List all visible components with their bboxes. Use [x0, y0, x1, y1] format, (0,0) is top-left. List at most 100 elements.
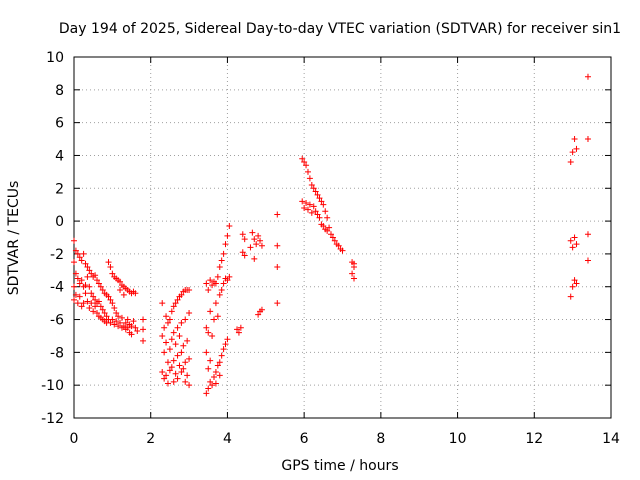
data-point-marker [178, 349, 185, 356]
data-point-marker [326, 224, 333, 231]
data-point-marker [99, 287, 106, 294]
data-point-marker [186, 287, 193, 294]
y-tick-label: 2 [55, 181, 64, 197]
x-tick-label: 10 [449, 431, 467, 447]
data-point-marker [320, 223, 327, 230]
data-point-marker [571, 277, 578, 284]
data-point-marker [80, 300, 87, 307]
data-point-marker [88, 300, 95, 307]
data-point-marker [211, 316, 218, 323]
data-point-marker [107, 319, 114, 326]
data-point-marker [172, 370, 179, 377]
data-point-marker [209, 382, 216, 389]
data-point-marker [117, 287, 124, 294]
data-point-marker [140, 337, 147, 344]
data-point-marker [257, 237, 264, 244]
data-point-marker [105, 259, 112, 266]
data-point-marker [235, 329, 242, 336]
data-point-marker [74, 250, 81, 257]
data-point-marker [107, 264, 114, 271]
data-point-marker [180, 365, 187, 372]
data-point-marker [72, 247, 79, 254]
data-point-marker [111, 305, 118, 312]
data-point-marker [303, 200, 310, 207]
data-point-marker [90, 308, 97, 315]
data-point-marker [274, 242, 281, 249]
data-point-marker [573, 145, 580, 152]
data-point-marker [86, 267, 93, 274]
data-point-marker [218, 287, 225, 294]
data-point-marker [163, 313, 170, 320]
data-point-marker [80, 250, 87, 257]
data-point-marker [84, 264, 91, 271]
data-point-marker [113, 318, 120, 325]
data-point-marker [90, 293, 97, 300]
data-point-marker [86, 283, 93, 290]
data-point-marker [226, 223, 233, 230]
x-tick-labels: 0 2 4 6 8 10 12 14 [70, 431, 620, 447]
data-point-marker [203, 280, 210, 287]
data-point-marker [161, 375, 168, 382]
data-point-marker [274, 211, 281, 218]
data-point-marker [322, 208, 329, 215]
y-tick-label: 10 [46, 50, 64, 66]
data-point-marker [76, 293, 83, 300]
data-point-marker [331, 237, 338, 244]
data-point-marker [253, 241, 260, 248]
data-point-marker [168, 364, 175, 371]
data-point-marker [170, 303, 177, 310]
data-point-marker [324, 227, 331, 234]
data-point-marker [168, 336, 175, 343]
data-point-marker [159, 369, 166, 376]
data-point-marker [74, 300, 81, 307]
data-point-marker [117, 278, 124, 285]
x-tick-label: 6 [300, 431, 309, 447]
data-point-marker [274, 264, 281, 271]
data-point-marker [170, 357, 177, 364]
data-point-marker [78, 277, 85, 284]
data-point-marker [212, 300, 219, 307]
data-point-marker [216, 359, 223, 366]
data-point-marker [222, 241, 229, 248]
data-point-marker [224, 232, 231, 239]
data-point-marker [170, 378, 177, 385]
data-point-marker [78, 303, 85, 310]
data-point-marker [308, 209, 315, 216]
data-point-marker [159, 332, 166, 339]
data-point-marker [220, 346, 227, 353]
data-point-marker [316, 214, 323, 221]
data-point-marker [95, 298, 102, 305]
data-point-marker [226, 273, 233, 280]
data-point-marker [207, 378, 214, 385]
data-point-marker [274, 300, 281, 307]
data-point-marker [186, 382, 193, 389]
data-point-marker [109, 316, 116, 323]
data-point-marker [207, 357, 214, 364]
data-point-marker [84, 298, 91, 305]
data-point-marker [241, 236, 248, 243]
data-points [71, 73, 591, 397]
data-point-marker [122, 319, 129, 326]
data-point-marker [99, 306, 106, 313]
data-point-marker [220, 250, 227, 257]
data-point-marker [209, 282, 216, 289]
data-point-marker [163, 372, 170, 379]
data-point-marker [97, 283, 104, 290]
data-point-marker [324, 214, 331, 221]
data-point-marker [92, 296, 99, 303]
data-point-marker [174, 324, 181, 331]
data-point-marker [164, 319, 171, 326]
data-point-marker [172, 341, 179, 348]
data-point-marker [237, 324, 244, 331]
data-point-marker [301, 159, 308, 166]
data-point-marker [222, 341, 229, 348]
data-point-marker [258, 242, 265, 249]
data-point-marker [84, 273, 91, 280]
data-point-marker [569, 149, 576, 156]
data-point-marker [205, 385, 212, 392]
data-point-marker [205, 329, 212, 336]
data-point-marker [86, 305, 93, 312]
x-tick-label: 4 [223, 431, 232, 447]
grid-lines [74, 57, 611, 418]
